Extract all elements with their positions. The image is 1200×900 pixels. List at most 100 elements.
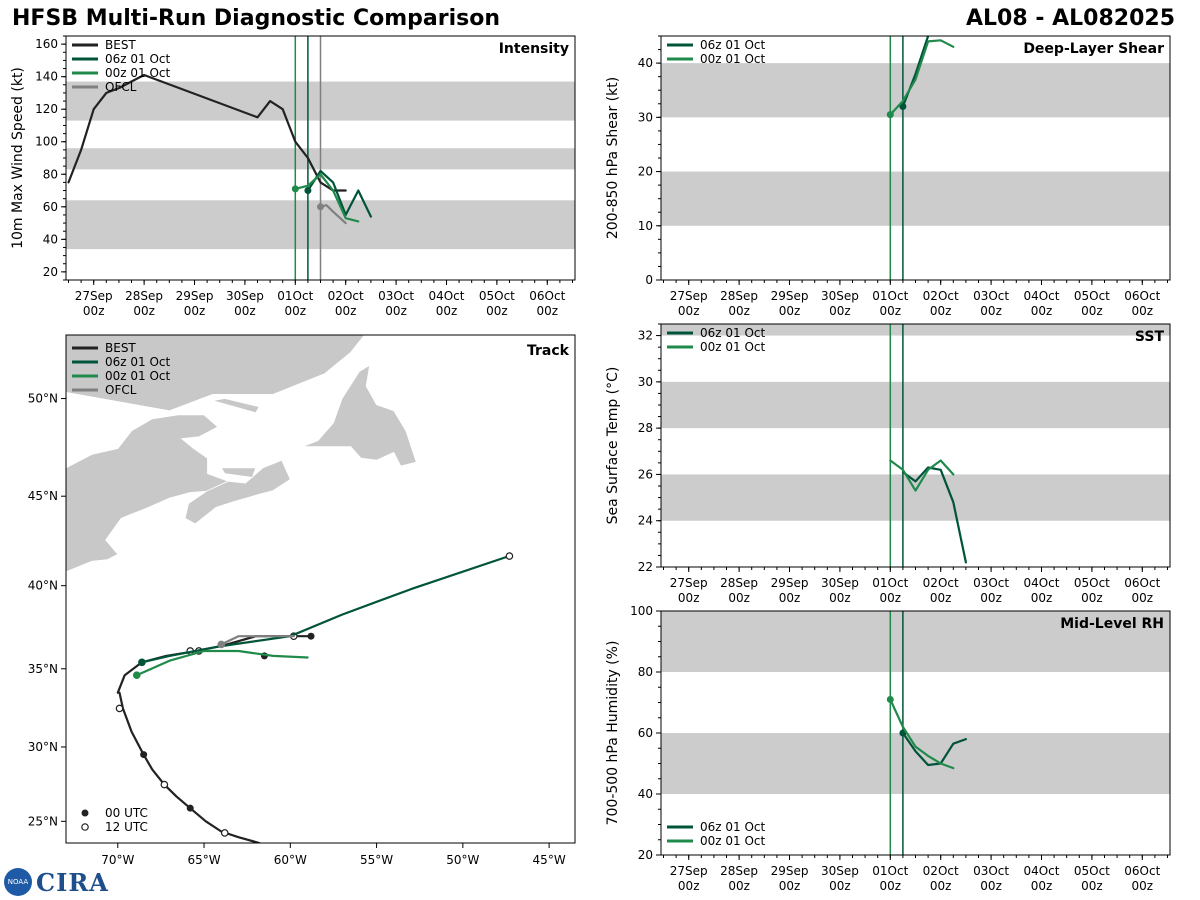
rh-xtick-label-hour: 00z	[779, 879, 801, 893]
sst-band	[661, 381, 1170, 429]
sst-series-run00	[889, 459, 955, 492]
shear-xtick-label-date: 02Oct	[923, 289, 959, 303]
track-lat-label: 35°N	[28, 662, 58, 676]
rh-xtick-label-date: 06Oct	[1124, 864, 1160, 878]
sst-panel-title: SST	[1135, 329, 1165, 345]
sst-xtick-label-date: 05Oct	[1074, 576, 1110, 590]
shear-xtick-label-hour: 00z	[980, 304, 1002, 318]
sst-xtick-label-hour: 00z	[1031, 591, 1053, 605]
shear-panel: 01020304027Sep00z28Sep00z29Sep00z30Sep00…	[605, 35, 1171, 318]
rh-panel-title: Mid-Level RH	[1060, 616, 1164, 632]
intensity-xtick-label-hour: 00z	[486, 304, 508, 318]
shear-xtick-label-hour: 00z	[728, 304, 750, 318]
track-legend-label: OFCL	[105, 383, 137, 397]
rh-xtick-label-hour: 00z	[980, 879, 1002, 893]
track-end-run06	[505, 552, 514, 560]
best-track-12utc-point	[115, 704, 124, 713]
intensity-xtick-label-date: 03Oct	[378, 289, 414, 303]
track-lon-label: 70°W	[101, 853, 134, 867]
rh-xtick-label-hour: 00z	[1131, 879, 1153, 893]
track-lat-label: 25°N	[28, 814, 58, 828]
intensity-ytick-label: 60	[43, 200, 58, 214]
intensity-xtick-label-hour: 00z	[436, 304, 458, 318]
track-legend-label: BEST	[105, 341, 136, 355]
rh-xtick-label-date: 05Oct	[1074, 864, 1110, 878]
shear-ytick-label: 0	[645, 273, 653, 287]
shear-legend-label: 00z 01 Oct	[700, 52, 766, 66]
noaa-seal-icon: NOAA	[4, 868, 32, 896]
sst-ytick-label: 32	[638, 329, 653, 343]
intensity-ytick-label: 140	[35, 70, 58, 84]
shear-marker-run00	[886, 111, 894, 119]
rh-ylabel: 700-500 hPa Humidity (%)	[605, 641, 621, 826]
intensity-ytick-label: 80	[43, 167, 58, 181]
intensity-xtick-label-date: 02Oct	[328, 289, 364, 303]
track-lat-label: 30°N	[28, 740, 58, 754]
rh-ytick-label: 100	[630, 604, 653, 618]
intensity-plot-area	[66, 36, 575, 280]
rh-xtick-label-date: 01Oct	[872, 864, 908, 878]
intensity-legend-label: OFCL	[105, 80, 137, 94]
land-mass	[66, 335, 366, 412]
shear-ylabel: 200-850 hPa Shear (kt)	[605, 77, 621, 239]
shear-xtick-label-date: 28Sep	[720, 289, 758, 303]
intensity-legend-label: 00z 01 Oct	[105, 66, 171, 80]
shear-xtick-label-hour: 00z	[829, 304, 851, 318]
shear-xtick-label-date: 03Oct	[973, 289, 1009, 303]
sst-xtick-label-date: 02Oct	[923, 576, 959, 590]
track-frame	[65, 334, 576, 844]
rh-plot-area	[661, 611, 1170, 855]
shear-xtick-label-hour: 00z	[1131, 304, 1153, 318]
intensity-xtick-label-hour: 00z	[184, 304, 206, 318]
shear-plot-area	[661, 36, 1170, 280]
shear-xtick-label-date: 27Sep	[670, 289, 708, 303]
intensity-xtick-label-date: 30Sep	[226, 289, 264, 303]
shear-panel-title: Deep-Layer Shear	[1023, 41, 1164, 57]
sst-legend-label: 06z 01 Oct	[700, 326, 766, 340]
rh-marker-run00	[886, 695, 894, 703]
rh-series-run06	[901, 731, 968, 767]
sst-xtick-label-date: 03Oct	[973, 576, 1009, 590]
land-mass	[184, 459, 291, 525]
shear-ytick-label: 10	[638, 219, 653, 233]
rh-xtick-label-hour: 00z	[1031, 879, 1053, 893]
rh-legend-label: 06z 01 Oct	[700, 820, 766, 834]
intensity-ytick-label: 40	[43, 232, 58, 246]
rh-band	[661, 611, 1170, 672]
rh-xtick-label-hour: 00z	[678, 879, 700, 893]
sst-ytick-label: 30	[638, 375, 653, 389]
intensity-xtick-label-hour: 00z	[335, 304, 357, 318]
intensity-marker-ofcl	[317, 203, 324, 211]
legend-12utc-marker	[81, 823, 89, 831]
track-lon-label: 55°W	[360, 853, 393, 867]
intensity-marker-run06	[304, 187, 312, 195]
sst-xtick-label-date: 28Sep	[720, 576, 758, 590]
sst-xtick-label-date: 27Sep	[670, 576, 708, 590]
track-lat-label: 45°N	[28, 489, 58, 503]
track-start-run00	[132, 671, 141, 680]
shear-xtick-label-date: 06Oct	[1124, 289, 1160, 303]
intensity-xtick-label-hour: 00z	[83, 304, 105, 318]
intensity-xtick-label-hour: 00z	[285, 304, 307, 318]
sst-xtick-label-date: 01Oct	[872, 576, 908, 590]
rh-xtick-label-date: 28Sep	[720, 864, 758, 878]
intensity-xtick-label-date: 01Oct	[277, 289, 313, 303]
shear-ytick-label: 30	[638, 110, 653, 124]
intensity-xtick-label-hour: 00z	[385, 304, 407, 318]
rh-ytick-label: 40	[638, 787, 653, 801]
intensity-ytick-label: 100	[35, 135, 58, 149]
sst-xtick-label-hour: 00z	[930, 591, 952, 605]
sst-band	[661, 324, 1170, 336]
sst-plot-area	[661, 324, 1170, 567]
intensity-marker-run00	[291, 185, 299, 193]
rh-band	[661, 733, 1170, 794]
rh-legend-label: 00z 01 Oct	[700, 834, 766, 848]
sst-ytick-label: 26	[638, 467, 653, 481]
intensity-xtick-label-hour: 00z	[133, 304, 155, 318]
best-track-00utc-point	[186, 804, 194, 812]
intensity-series-best	[67, 73, 347, 192]
cira-wordmark: CIRA	[36, 867, 109, 897]
sst-ylabel: Sea Surface Temp (°C)	[605, 367, 621, 525]
shear-xtick-label-hour: 00z	[930, 304, 952, 318]
